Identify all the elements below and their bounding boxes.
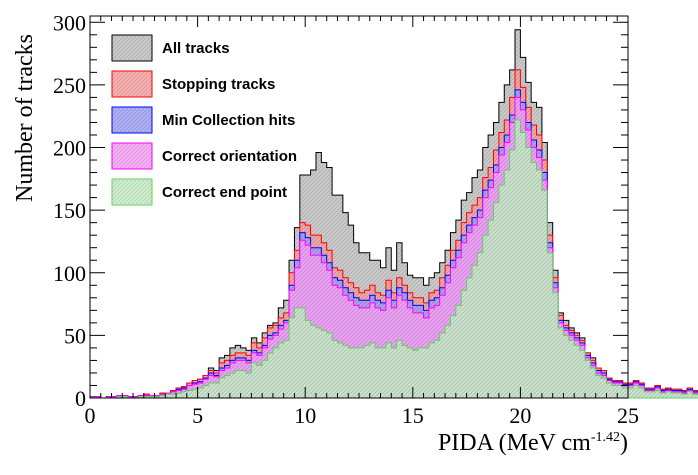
y-tick-label: 300 bbox=[53, 10, 86, 35]
series-outline bbox=[89, 89, 698, 399]
series-hatch bbox=[90, 119, 698, 398]
legend-item: Stopping tracks bbox=[111, 70, 275, 98]
series-outline bbox=[89, 96, 698, 399]
series-outline bbox=[90, 119, 698, 399]
y-axis-title: Number of tracks bbox=[12, 34, 38, 202]
legend: All tracks Stopping tracks Min Collection … bbox=[111, 34, 297, 206]
legend-swatch bbox=[111, 142, 153, 170]
x-tick-label: 10 bbox=[294, 403, 316, 428]
x-tick-label: 25 bbox=[617, 403, 639, 428]
legend-swatch bbox=[111, 70, 153, 98]
y-tick-label: 150 bbox=[53, 198, 86, 223]
legend-item: All tracks bbox=[111, 34, 230, 62]
series-4 bbox=[90, 119, 698, 399]
series-outline bbox=[89, 69, 698, 399]
y-tick-label: 250 bbox=[53, 73, 86, 98]
legend-swatch bbox=[111, 106, 153, 134]
legend-swatch bbox=[111, 178, 153, 206]
legend-label: Min Collection hits bbox=[162, 112, 295, 129]
legend-label: All tracks bbox=[162, 40, 230, 57]
x-tick-label: 15 bbox=[402, 403, 424, 428]
x-axis-title: PIDA (MeV cm-1.42) bbox=[438, 430, 628, 456]
x-tick-label: 20 bbox=[509, 403, 531, 428]
x-axis-title-main: PIDA (MeV cm bbox=[438, 430, 591, 456]
legend-item: Correct orientation bbox=[111, 142, 297, 170]
legend-swatch bbox=[111, 34, 153, 62]
x-axis-title-exponent: -1.42 bbox=[591, 430, 620, 445]
legend-item: Min Collection hits bbox=[111, 106, 295, 134]
x-axis-title-close: ) bbox=[620, 430, 628, 456]
y-tick-label: 200 bbox=[53, 136, 86, 161]
legend-label: Correct end point bbox=[162, 184, 287, 201]
y-tick-label: 50 bbox=[64, 323, 86, 348]
x-tick-label: 5 bbox=[192, 403, 203, 428]
y-tick-label: 0 bbox=[75, 386, 86, 411]
series-layer bbox=[89, 29, 698, 399]
x-tick-label: 0 bbox=[85, 403, 96, 428]
y-tick-label: 100 bbox=[53, 261, 86, 286]
legend-label: Correct orientation bbox=[162, 148, 297, 165]
legend-label: Stopping tracks bbox=[162, 76, 275, 93]
legend-item: Correct end point bbox=[111, 178, 287, 206]
